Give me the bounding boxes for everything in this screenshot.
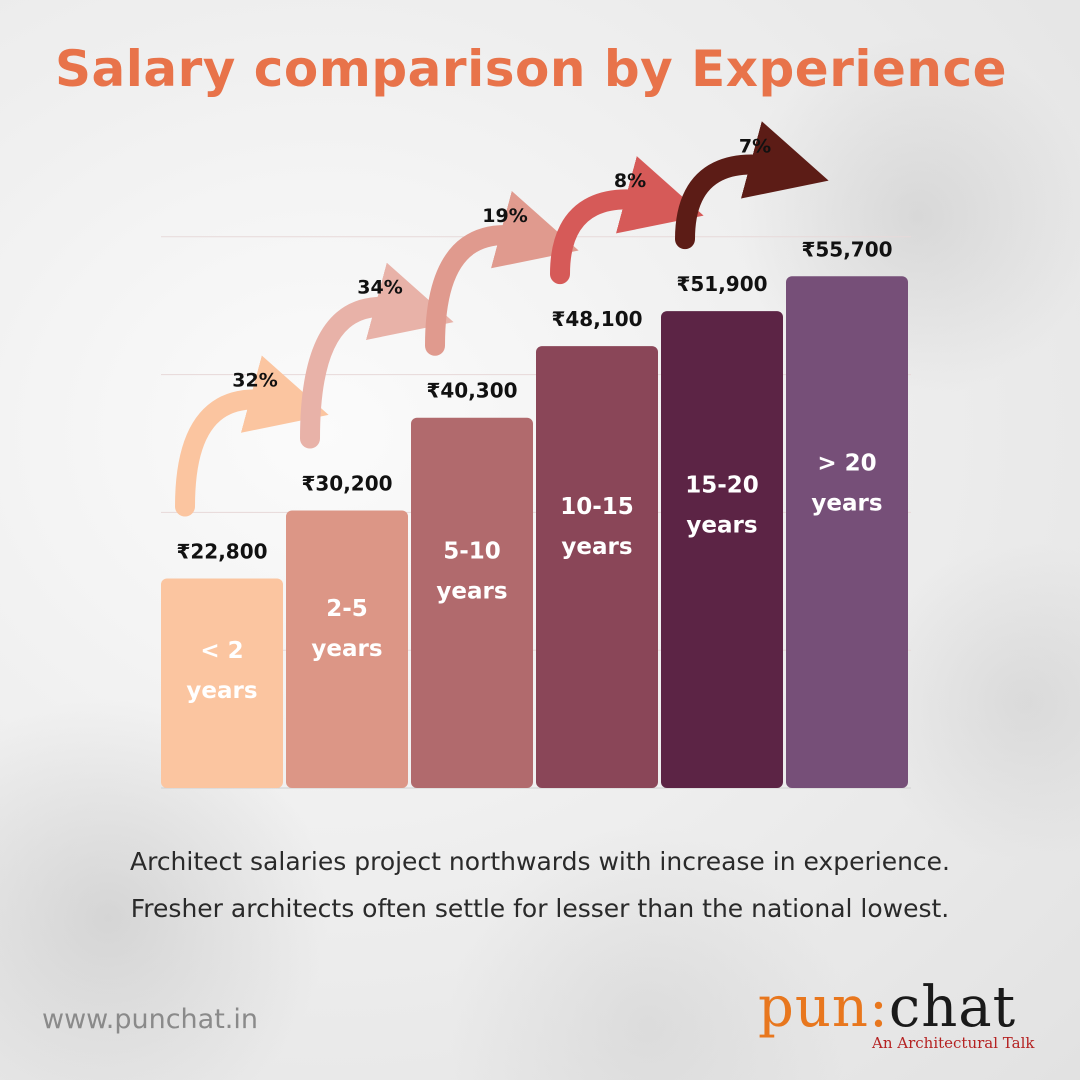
chart-title: Salary comparison by Experience xyxy=(55,40,1008,98)
category-label-4-0: 15-20 xyxy=(685,472,759,498)
value-labels: ₹22,800 < 2 years ₹30,200 2-5 years ₹40,300 5-1… xyxy=(176,237,892,704)
value-label-5: ₹55,700 xyxy=(801,237,892,261)
category-label-3-1: years xyxy=(561,534,632,560)
value-label-2: ₹40,300 xyxy=(426,379,517,403)
value-label-4: ₹51,900 xyxy=(676,272,767,296)
category-label-0-0: < 2 xyxy=(200,638,243,664)
category-label-5-1: years xyxy=(811,491,882,517)
chart-caption: Architect salaries project northwards wi… xyxy=(0,838,1080,932)
logo-separator: : xyxy=(868,975,889,1040)
category-label-4-1: years xyxy=(686,512,757,538)
growth-label-0: 32% xyxy=(232,370,277,392)
bar-0 xyxy=(161,578,283,788)
category-label-2-1: years xyxy=(436,578,507,604)
category-label-2-0: 5-10 xyxy=(443,538,501,564)
category-label-3-0: 10-15 xyxy=(560,494,634,520)
bars xyxy=(161,276,908,788)
growth-arrow-4 xyxy=(675,121,829,250)
caption-line-2: Fresher architects often settle for less… xyxy=(130,894,950,923)
growth-arrows: 32% 34% 19% 8% 7% xyxy=(175,121,829,517)
value-label-1: ₹30,200 xyxy=(301,472,392,496)
value-label-0: ₹22,800 xyxy=(176,540,267,564)
growth-arrow-3 xyxy=(550,156,704,285)
logo-chat: chat xyxy=(888,975,1017,1040)
category-label-5-0: > 20 xyxy=(817,451,876,477)
growth-label-4: 7% xyxy=(739,135,771,157)
bar-5 xyxy=(786,276,908,788)
bar-1 xyxy=(286,510,408,788)
growth-arrow-0 xyxy=(175,355,329,517)
category-label-1-1: years xyxy=(311,636,382,662)
category-label-0-1: years xyxy=(186,678,257,704)
growth-label-1: 34% xyxy=(357,277,402,299)
category-label-1-0: 2-5 xyxy=(326,596,368,622)
punchat-logo: pun:chat An Architectural Talk xyxy=(758,978,1058,1056)
bar-4 xyxy=(661,311,783,788)
growth-arrow-1 xyxy=(300,262,454,449)
logo-pun: pun xyxy=(758,975,869,1040)
website-link[interactable]: www.punchat.in xyxy=(42,1004,258,1035)
growth-label-2: 19% xyxy=(482,205,527,227)
value-label-3: ₹48,100 xyxy=(551,307,642,331)
caption-line-1: Architect salaries project northwards wi… xyxy=(129,847,950,876)
growth-label-3: 8% xyxy=(614,170,646,192)
bar-3 xyxy=(536,346,658,788)
logo-wordmark: pun:chat xyxy=(758,978,1016,1038)
logo-subtitle: An Architectural Talk xyxy=(872,1034,1035,1052)
growth-arrow-2 xyxy=(425,191,579,356)
bar-2 xyxy=(411,417,533,788)
